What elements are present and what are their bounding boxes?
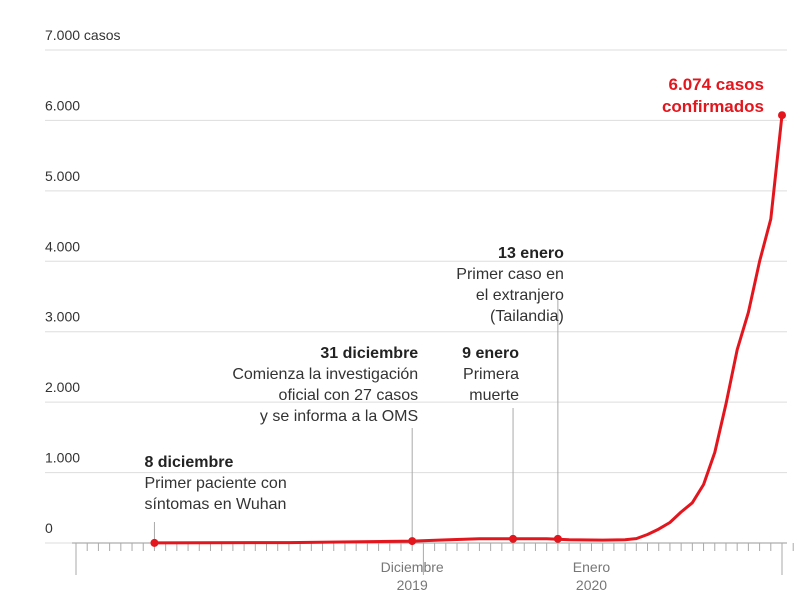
x-month-label: Diciembre: [381, 559, 444, 575]
annotation-text: Primer paciente con: [144, 475, 286, 492]
y-tick-label: 2.000: [45, 379, 80, 395]
annotation-title: 8 diciembre: [144, 454, 233, 471]
y-tick-label: 4.000: [45, 238, 80, 254]
annotation-text: Comienza la investigación: [232, 366, 418, 383]
final-value-label: confirmados: [662, 97, 764, 116]
series-line: [152, 113, 784, 545]
annotation-text: síntomas en Wuhan: [144, 496, 286, 513]
data-point-marker: [553, 534, 562, 543]
y-tick-label: 1.000: [45, 450, 80, 466]
data-point-marker: [778, 111, 786, 120]
x-year-label: 2019: [397, 577, 428, 593]
final-value-label: 6.074 casos: [669, 75, 764, 94]
annotation-title: 13 enero: [498, 245, 564, 262]
final-label-layer: 6.074 casos confirmados: [662, 75, 764, 116]
marker-layer: [150, 111, 786, 547]
annotation-text: Primera: [463, 366, 519, 383]
data-point-marker: [408, 537, 417, 546]
x-year-label: 2020: [576, 577, 607, 593]
y-tick-label: 6.000: [45, 97, 80, 113]
annotation-text: (Tailandia): [490, 308, 564, 325]
annotation-layer: 8 diciembre Primer paciente con síntomas e…: [144, 245, 564, 543]
y-tick-label: 3.000: [45, 309, 80, 325]
y-tick-label: 7.000 casos: [45, 27, 121, 43]
data-point-marker: [509, 534, 518, 543]
annotation-text: Primer caso en: [456, 266, 564, 283]
annotation-text: oficial con 27 casos: [279, 387, 419, 404]
annotation-title: 9 enero: [462, 345, 519, 362]
y-tick-label: 5.000: [45, 168, 80, 184]
x-axis: Diciembre 2019 Enero 2020: [72, 542, 794, 593]
y-tick-label: 0: [45, 520, 53, 536]
grid-layer: 0 1.000 2.000 3.000 4.000 5.000 6.000 7.000 cas…: [45, 27, 787, 544]
annotation-text: el extranjero: [476, 287, 564, 304]
annotation-text: y se informa a la OMS: [260, 408, 418, 425]
data-point-marker: [150, 538, 159, 547]
series-layer: [152, 113, 784, 545]
annotation-title: 31 diciembre: [320, 345, 418, 362]
x-month-label: Enero: [573, 559, 611, 575]
annotation-text: muerte: [469, 387, 519, 404]
